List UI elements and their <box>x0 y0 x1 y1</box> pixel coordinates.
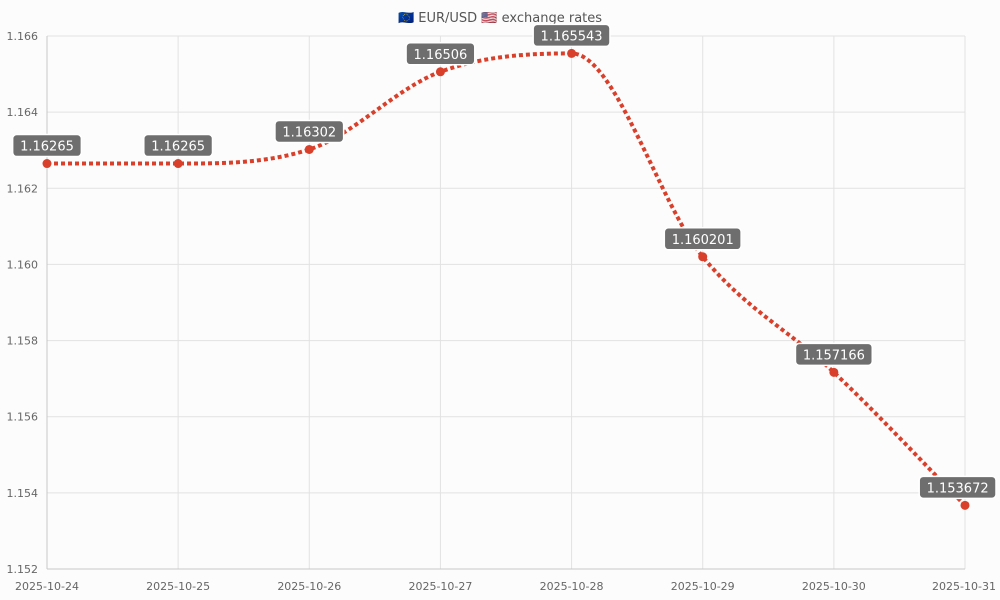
x-tick-label: 2025-10-25 <box>146 580 210 593</box>
data-label: 1.16302 <box>282 125 336 140</box>
data-point[interactable] <box>829 367 839 377</box>
y-tick-label: 1.160 <box>7 258 39 271</box>
data-label-box <box>274 119 345 144</box>
x-tick-label: 2025-10-29 <box>671 580 735 593</box>
data-label-box <box>405 42 476 66</box>
data-point[interactable] <box>698 252 708 262</box>
y-tick-label: 1.166 <box>7 30 39 43</box>
data-point[interactable] <box>173 159 183 169</box>
y-tick-label: 1.162 <box>7 182 39 195</box>
data-label-box <box>663 227 742 251</box>
y-tick-label: 1.164 <box>7 106 39 119</box>
series-layer <box>42 48 970 510</box>
grid-layer <box>46 35 966 570</box>
data-point[interactable] <box>304 144 314 154</box>
data-point[interactable] <box>567 48 577 58</box>
x-tick-label: 2025-10-31 <box>932 580 996 593</box>
y-tick-label: 1.154 <box>7 487 39 500</box>
data-label: 1.16265 <box>20 140 74 155</box>
data-label-box <box>918 475 997 500</box>
x-tick-label: 2025-10-28 <box>540 580 604 593</box>
x-tick-label: 2025-10-24 <box>15 580 79 593</box>
data-point[interactable] <box>42 159 52 169</box>
data-label: 1.165543 <box>541 29 603 44</box>
axis-layer: 1.152 1.154 1.156 1.158 1.160 1.162 1.164 1.166… <box>7 30 996 593</box>
data-label-box <box>11 133 83 158</box>
x-tick-label: 2025-10-30 <box>802 580 866 593</box>
data-label-box <box>794 342 874 367</box>
y-tick-label: 1.156 <box>7 411 39 424</box>
y-tick-label: 1.152 <box>7 563 39 576</box>
data-label: 1.153672 <box>927 481 989 496</box>
data-label: 1.16265 <box>151 140 205 155</box>
x-tick-label: 2025-10-27 <box>408 580 472 593</box>
chart-title: 🇪🇺 EUR/USD 🇺🇸 exchange rates <box>398 11 602 26</box>
data-label: 1.160201 <box>672 233 734 248</box>
data-point[interactable] <box>960 500 970 510</box>
data-label: 1.16506 <box>414 48 468 63</box>
label-layer: 1.16265 1.16265 1.16302 1.16506 1.165543 1.16… <box>11 23 997 500</box>
data-label: 1.157166 <box>803 348 865 363</box>
y-tick-label: 1.158 <box>7 335 39 348</box>
data-point[interactable] <box>435 67 445 77</box>
x-tick-label: 2025-10-26 <box>277 580 341 593</box>
data-label-box <box>143 133 214 158</box>
series-line <box>47 51 967 507</box>
data-label-box <box>532 23 611 48</box>
